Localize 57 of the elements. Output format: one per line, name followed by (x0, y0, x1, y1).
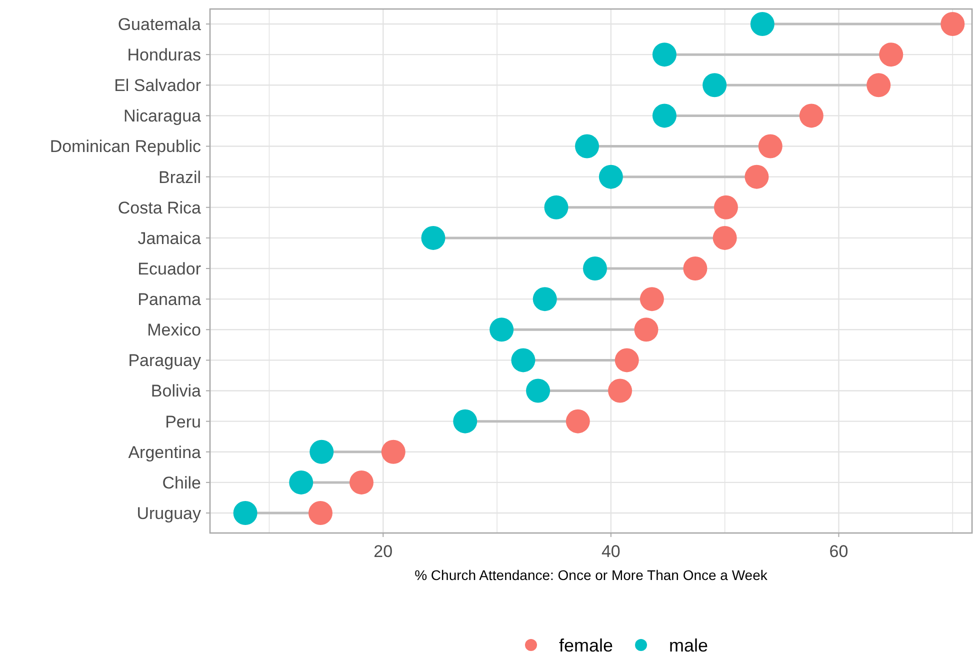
point (879, 42, 904, 67)
point (634, 318, 658, 342)
point (310, 440, 334, 464)
y-tick-label: Chile (162, 473, 201, 492)
point (511, 348, 536, 372)
point (544, 195, 568, 220)
point (532, 287, 557, 312)
y-tick-label: Brazil (158, 168, 201, 187)
y-tick-label: El Salvador (114, 76, 202, 96)
point (289, 470, 314, 494)
point (381, 440, 406, 464)
point (598, 164, 623, 189)
point (566, 409, 590, 434)
y-tick-label: Bolivia (150, 382, 202, 401)
point (575, 134, 600, 158)
point (526, 378, 550, 403)
point (940, 12, 965, 36)
legend-label: male (669, 635, 708, 656)
point (652, 104, 676, 128)
point (712, 226, 737, 250)
y-tick-label: Argentina (128, 442, 202, 462)
point (349, 470, 374, 494)
point (233, 501, 258, 525)
y-tick-label: Dominican Republic (50, 137, 202, 156)
x-axis-title: % Church Attendance: Once or More Than Once a Week (414, 567, 768, 583)
y-tick-label: Ecuador (138, 259, 202, 278)
y-tick-label: Paraguay (128, 351, 202, 370)
point (421, 226, 446, 250)
y-tick-label: Mexico (147, 320, 201, 340)
y-tick-label: Guatemala (118, 14, 202, 34)
point (582, 256, 607, 280)
point (714, 195, 738, 220)
point (750, 12, 774, 36)
y-tick-label: Costa Rica (118, 198, 202, 218)
point (608, 378, 632, 403)
point (866, 73, 891, 98)
point (490, 318, 514, 342)
y-tick-label: Nicaragua (124, 106, 202, 126)
y-tick-label: Honduras (127, 46, 201, 65)
point (614, 348, 639, 372)
point (683, 256, 708, 280)
x-tick-label: 60 (829, 542, 848, 561)
point (640, 287, 664, 312)
legend-label: female (559, 635, 614, 656)
point (799, 104, 824, 128)
x-tick-label: 20 (374, 542, 393, 561)
point (744, 164, 769, 189)
y-tick-label: Peru (165, 412, 201, 432)
x-tick-label: 40 (601, 542, 620, 561)
y-tick-label: Jamaica (138, 228, 202, 248)
point (652, 42, 676, 67)
y-tick-label: Uruguay (136, 504, 202, 523)
y-tick-label: Panama (138, 290, 202, 310)
point (702, 73, 727, 98)
point (758, 134, 782, 158)
point (453, 409, 478, 434)
point (308, 501, 332, 525)
